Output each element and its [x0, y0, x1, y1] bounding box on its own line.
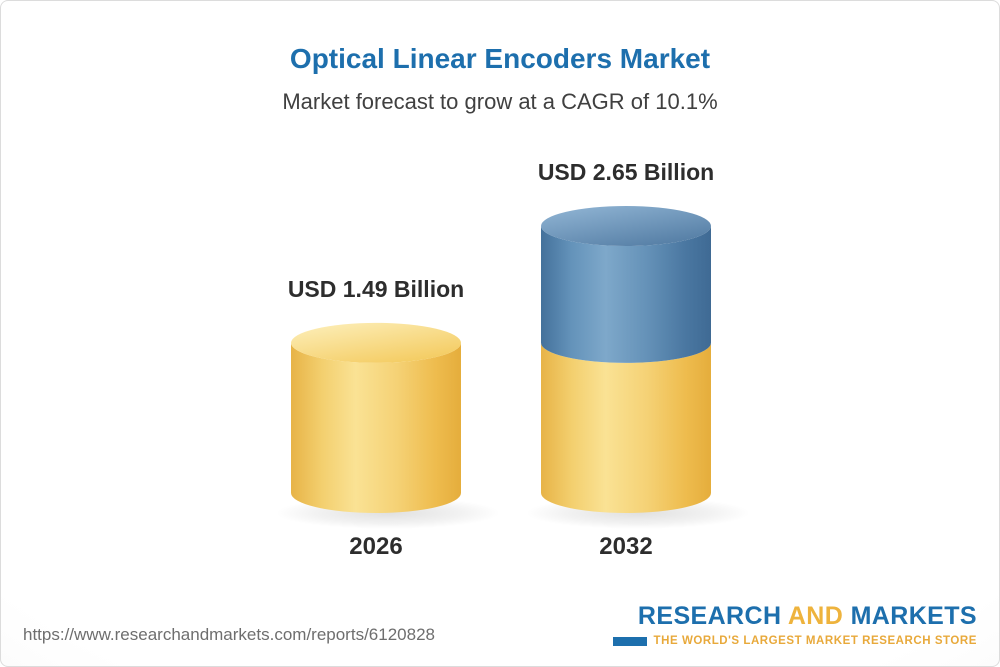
- bar-segment-growth: [541, 226, 711, 363]
- report-url: https://www.researchandmarkets.com/repor…: [23, 625, 435, 644]
- bar-cap: [541, 206, 711, 246]
- bar-2032: [526, 206, 750, 529]
- value-label-2026: USD 1.49 Billion: [287, 275, 465, 302]
- bar-segment-base: [541, 342, 711, 513]
- logo-wordmark: RESEARCH AND MARKETS: [613, 602, 977, 631]
- logo-tagline-bar: [612, 636, 647, 646]
- chart-subtitle: Market forecast to grow at a CAGR of 10.…: [282, 89, 718, 114]
- value-label-2032: USD 2.65 Billion: [537, 159, 715, 185]
- bar-2026: [276, 322, 500, 529]
- logo-tagline: THE WORLD'S LARGEST MARKET RESEARCH STOR…: [653, 635, 977, 647]
- chart-title: Optical Linear Encoders Market: [289, 43, 711, 74]
- logo-tagline-row: THE WORLD'S LARGEST MARKET RESEARCH STOR…: [612, 635, 977, 647]
- category-label-2032: 2032: [599, 533, 653, 560]
- bar-segment-base: [291, 342, 461, 513]
- category-label-2026: 2026: [349, 533, 403, 560]
- bar-cap: [291, 322, 461, 363]
- logo-word-research: RESEARCH: [637, 602, 782, 630]
- research-and-markets-logo: RESEARCH AND MARKETS THE WORLD'S LARGEST…: [612, 602, 977, 647]
- logo-word-and: AND: [787, 602, 844, 630]
- logo-word-markets: MARKETS: [850, 602, 977, 630]
